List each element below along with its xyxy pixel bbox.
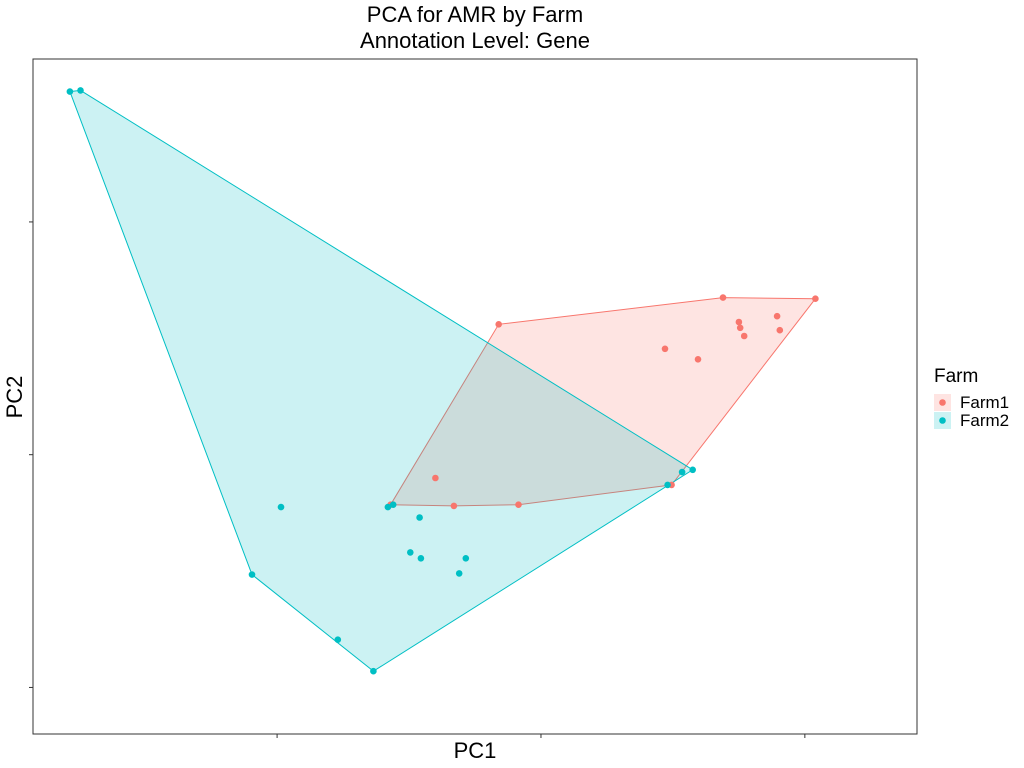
- chart-title: PCA for AMR by Farm: [367, 2, 583, 27]
- legend-label-farm1: Farm1: [960, 393, 1009, 412]
- point-farm1-6: [694, 356, 702, 363]
- point-farm2-14: [678, 468, 686, 476]
- point-farm1-8: [735, 318, 743, 326]
- legend-key-farm1: [939, 399, 946, 406]
- point-farm2-13: [664, 481, 671, 489]
- legend-title: Farm: [934, 366, 978, 387]
- point-farm1-10: [740, 332, 748, 340]
- plot-panel-border: [32, 58, 918, 735]
- point-farm1-1: [450, 502, 458, 510]
- point-farm2-10: [417, 555, 425, 562]
- point-farm1-9: [736, 324, 744, 332]
- point-farm1-3: [432, 474, 439, 482]
- point-farm1-13: [812, 295, 819, 303]
- x-axis-title: PC1: [454, 738, 497, 763]
- hull-layer: [69, 89, 817, 672]
- point-farm1-11: [773, 312, 781, 320]
- legend-key-farm2: [939, 417, 946, 424]
- point-farm2-2: [277, 503, 285, 511]
- chart-subtitle: Annotation Level: Gene: [360, 28, 590, 53]
- point-farm2-8: [416, 514, 423, 521]
- axis-ticks: [29, 221, 806, 738]
- legend-label-farm2: Farm2: [960, 411, 1009, 430]
- point-farm1-12: [776, 326, 784, 334]
- point-farm2-6: [384, 503, 392, 511]
- point-farm2-12: [462, 555, 470, 562]
- point-farm1-5: [661, 345, 669, 353]
- y-axis-title: PC2: [2, 376, 27, 419]
- plot-panel-background: [33, 59, 917, 734]
- point-farm2-15: [689, 466, 696, 474]
- point-farm2-9: [407, 549, 414, 556]
- hull-farm1: [389, 297, 817, 507]
- point-farm2-11: [455, 570, 463, 577]
- point-farm2-1: [77, 87, 84, 94]
- points-layer: [66, 87, 819, 675]
- point-farm2-4: [334, 636, 342, 643]
- point-farm2-5: [370, 667, 377, 675]
- point-farm1-7: [719, 294, 727, 301]
- point-farm2-0: [66, 88, 74, 95]
- point-farm1-2: [515, 501, 522, 509]
- point-farm1-4: [495, 321, 503, 328]
- point-farm2-7: [389, 501, 397, 509]
- point-farm2-3: [248, 571, 256, 578]
